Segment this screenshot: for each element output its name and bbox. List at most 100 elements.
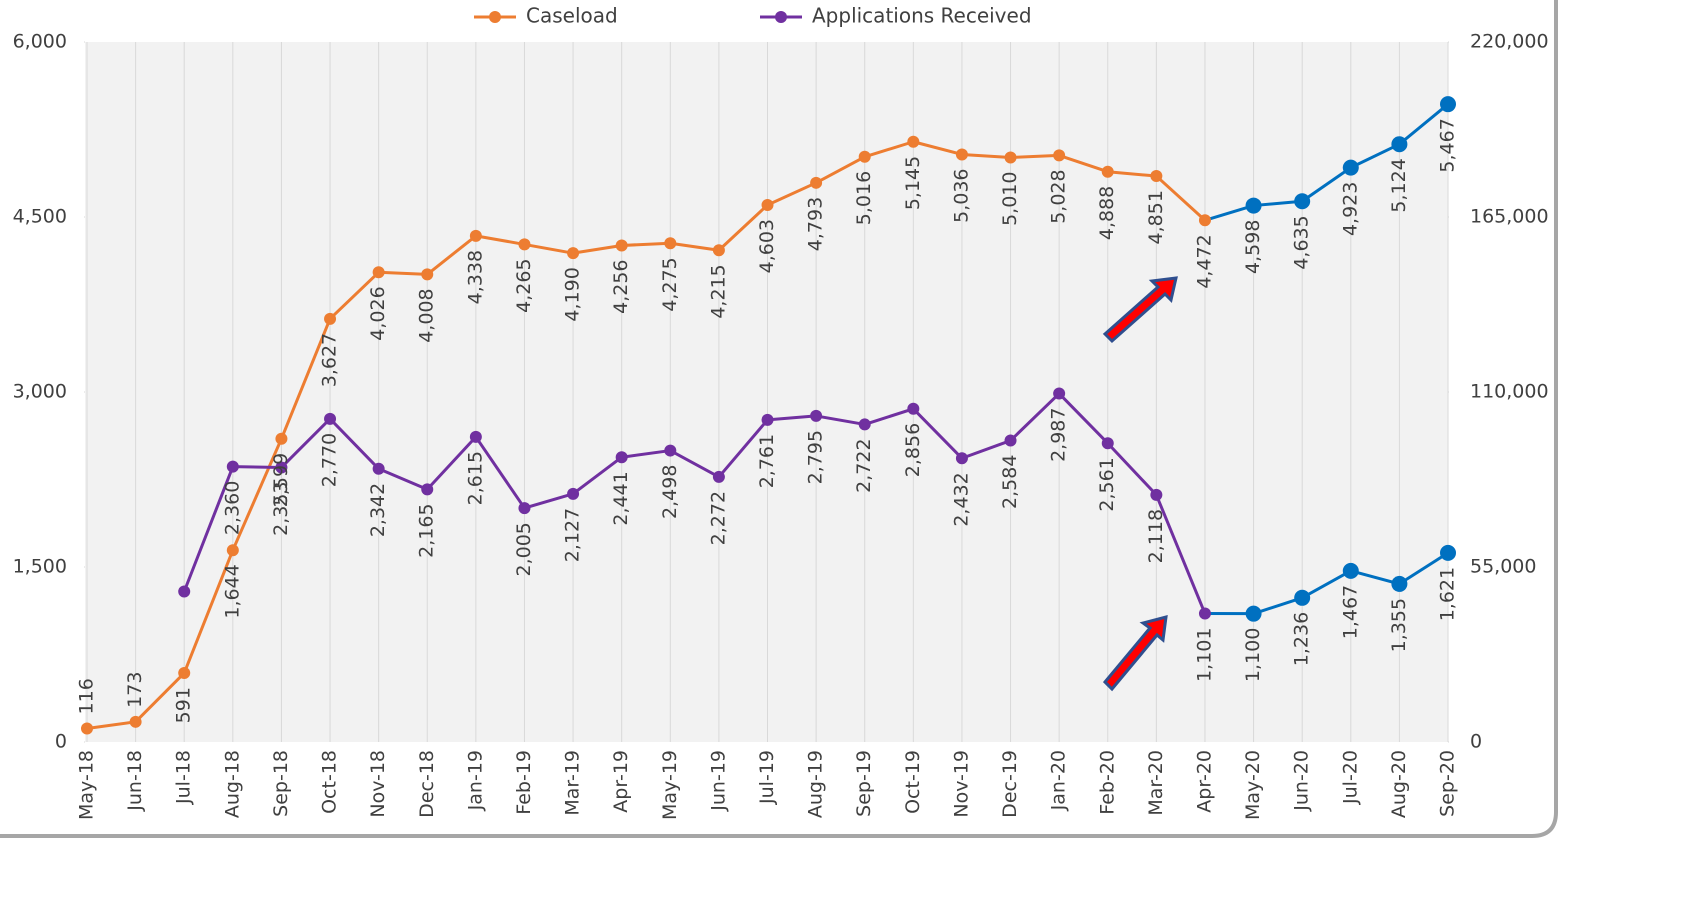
- data-label: 4,265: [513, 258, 535, 312]
- marker: [324, 412, 337, 425]
- x-tick-label: Aug-19: [805, 750, 827, 818]
- marker: [761, 413, 774, 426]
- line-segment: [1204, 204, 1255, 222]
- line-segment: [182, 466, 235, 593]
- x-tick-label: Apr-20: [1193, 750, 1215, 813]
- line-segment: [1350, 142, 1401, 170]
- line-segment: [280, 417, 332, 469]
- x-tick-label: Jun-19: [707, 750, 729, 812]
- data-label: 5,010: [999, 171, 1021, 225]
- data-label: 116: [76, 678, 98, 714]
- marker: [615, 239, 628, 252]
- data-label: 1,101: [1193, 628, 1215, 682]
- data-label: 4,215: [707, 264, 729, 318]
- x-tick-label: Jan-19: [464, 750, 486, 811]
- line-segment: [524, 242, 574, 255]
- marker: [1440, 96, 1456, 113]
- x-tick-label: Oct-19: [902, 750, 924, 814]
- data-label: 1,100: [1242, 628, 1264, 682]
- data-label: 4,008: [416, 288, 438, 342]
- x-tick-label: Feb-19: [513, 750, 535, 815]
- x-tick-label: Aug-18: [221, 750, 243, 818]
- line-segment: [426, 234, 477, 276]
- x-tick-label: Nov-18: [367, 750, 389, 818]
- x-tick-label: Jul-19: [756, 750, 778, 805]
- marker: [129, 715, 142, 728]
- marker: [761, 198, 774, 211]
- data-label: 4,472: [1193, 234, 1215, 288]
- data-label: 4,603: [756, 219, 778, 273]
- marker: [810, 176, 823, 189]
- marker: [858, 150, 871, 163]
- marker: [664, 237, 677, 250]
- data-label: 2,005: [513, 522, 535, 576]
- marker: [1101, 437, 1114, 450]
- y2-tick-label: 110,000: [1470, 381, 1549, 403]
- marker: [955, 148, 968, 161]
- legend-marker: [489, 11, 501, 23]
- marker: [1198, 607, 1211, 620]
- marker: [567, 487, 580, 500]
- marker: [712, 470, 725, 483]
- line-segment: [182, 549, 235, 674]
- legend-marker: [775, 11, 787, 23]
- marker: [1150, 488, 1163, 501]
- x-tick-label: Sep-19: [853, 750, 875, 817]
- x-tick-label: Jun-20: [1291, 750, 1313, 812]
- line-segment: [232, 465, 282, 469]
- line-segment: [1058, 153, 1109, 174]
- line-segment: [231, 438, 283, 551]
- line-segment: [572, 243, 622, 255]
- marker: [1004, 151, 1017, 164]
- data-label: 4,923: [1339, 182, 1361, 236]
- data-label: 5,467: [1437, 118, 1459, 172]
- x-tick-label: Mar-20: [1145, 750, 1167, 816]
- arrow: [1102, 276, 1178, 344]
- y2-tick-label: 220,000: [1470, 31, 1549, 53]
- data-label: 2,118: [1145, 509, 1167, 563]
- y2-tick-label: 0: [1470, 731, 1482, 753]
- line-segment: [670, 241, 720, 252]
- line-segment: [912, 140, 963, 156]
- marker: [1245, 605, 1262, 622]
- data-label: 5,016: [853, 171, 875, 225]
- plot-area: [85, 42, 1448, 742]
- line-segment: [474, 436, 526, 509]
- x-tick-label: Dec-19: [999, 750, 1021, 818]
- line-segment: [864, 140, 914, 159]
- line-segment: [1009, 392, 1061, 442]
- marker: [907, 402, 920, 415]
- y-tick-label: 3,000: [13, 381, 67, 403]
- line-segment: [1253, 199, 1303, 208]
- y-tick-label: 1,500: [13, 556, 67, 578]
- marker: [81, 722, 93, 735]
- y-tick-label: 6,000: [13, 31, 67, 53]
- x-tick-label: Dec-18: [416, 750, 438, 818]
- marker: [1101, 165, 1114, 178]
- line-segment: [1398, 103, 1449, 146]
- data-label: 2,987: [1048, 408, 1070, 462]
- marker: [1198, 214, 1211, 227]
- data-label: 1,236: [1291, 612, 1313, 666]
- data-label: 2,165: [416, 503, 438, 557]
- x-tick-label: Sep-18: [270, 750, 292, 817]
- line-segment: [328, 417, 380, 470]
- data-label: 2,360: [221, 481, 243, 535]
- marker: [324, 312, 337, 325]
- data-label: 4,190: [562, 267, 584, 321]
- marker: [226, 460, 239, 473]
- line-segment: [621, 241, 671, 247]
- marker: [858, 418, 871, 431]
- marker: [1440, 544, 1456, 561]
- data-label: 5,036: [950, 168, 972, 222]
- marker: [372, 266, 385, 279]
- line-segment: [1398, 551, 1449, 586]
- line-segment: [1253, 596, 1303, 616]
- x-tick-label: May-19: [659, 750, 681, 820]
- marker: [1150, 170, 1163, 183]
- data-label: 5,028: [1048, 169, 1070, 223]
- y2-tick-label: 55,000: [1470, 556, 1536, 578]
- arrow: [1102, 614, 1168, 692]
- line-segment: [669, 449, 720, 479]
